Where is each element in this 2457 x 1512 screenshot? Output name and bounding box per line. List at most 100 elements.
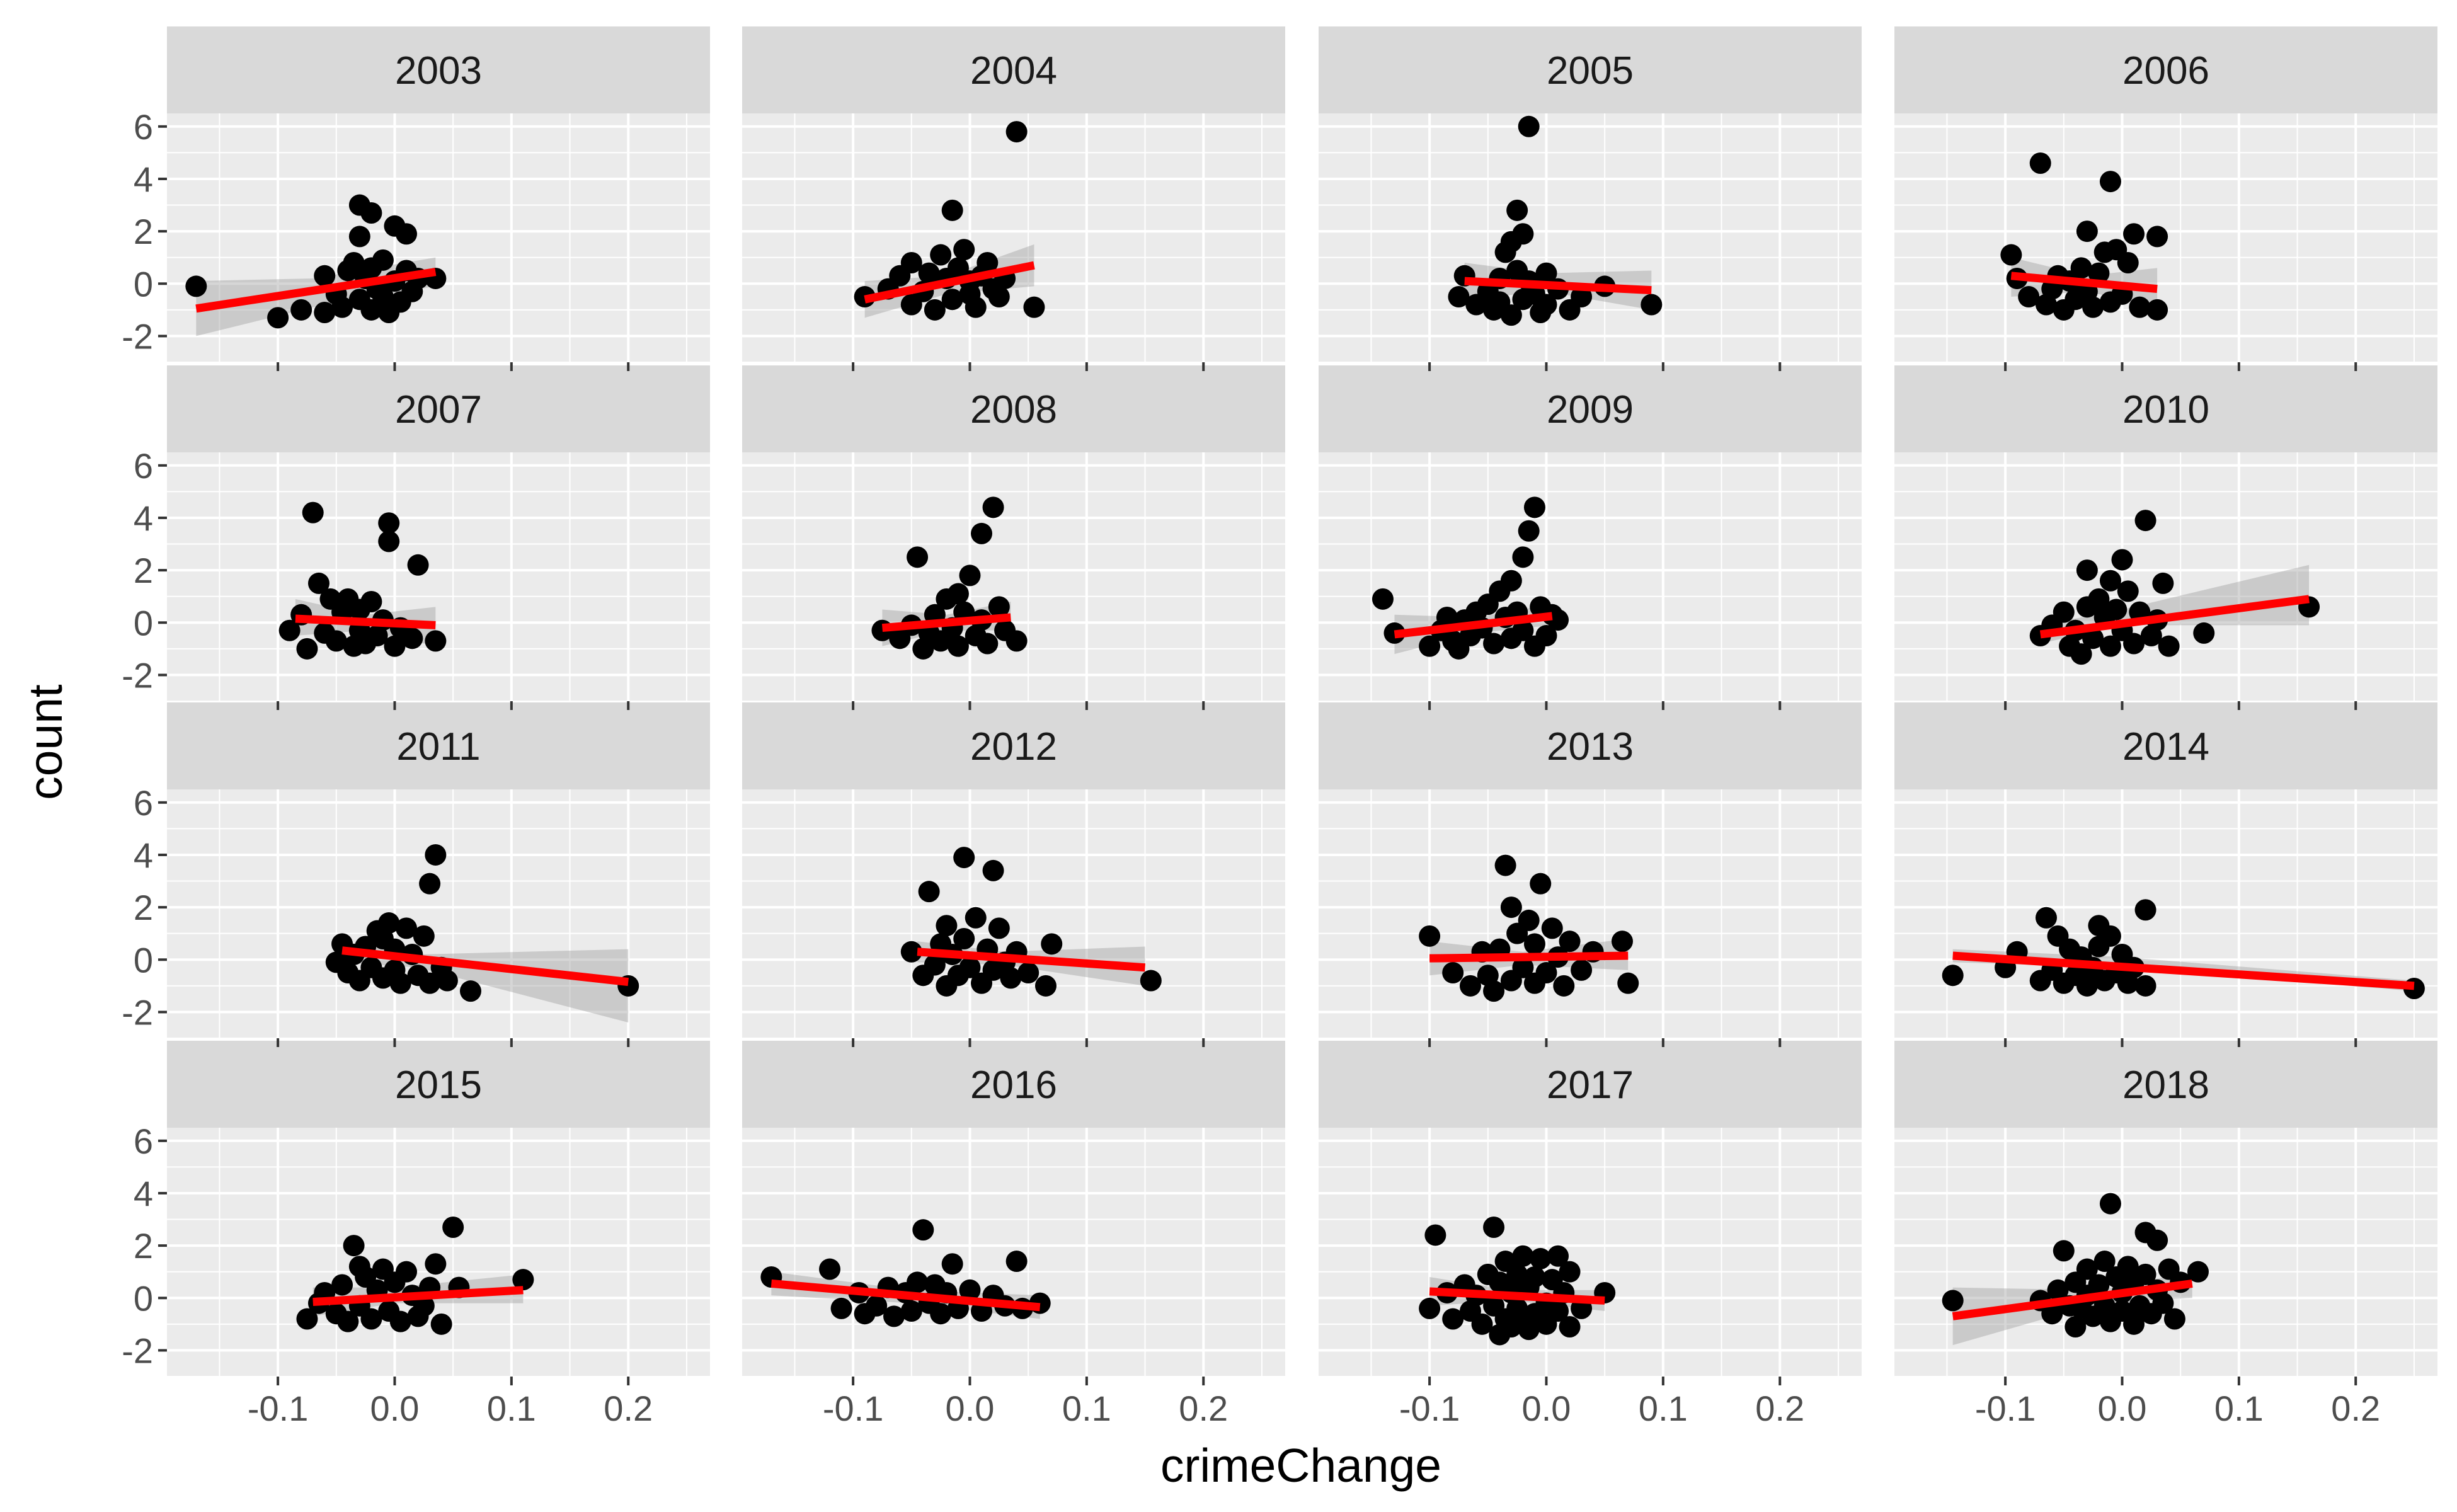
data-point <box>1611 931 1633 953</box>
data-point <box>1005 630 1028 652</box>
data-point <box>1448 286 1470 308</box>
regression-line <box>1952 951 2415 990</box>
data-point <box>413 925 435 947</box>
data-point <box>924 299 946 321</box>
data-point <box>2093 1251 2116 1273</box>
data-point <box>2088 262 2110 284</box>
facet-panels: 2003 2004 2005 2006 2007 2008 2009 2010 2011 2012… <box>167 26 2437 1377</box>
data-point <box>2076 559 2098 581</box>
data-point <box>360 202 382 224</box>
y-tick-label: 2 <box>134 1226 153 1266</box>
data-point <box>2111 549 2133 571</box>
data-point <box>819 1258 841 1280</box>
data-point <box>401 627 423 650</box>
data-point <box>1471 1313 1493 1335</box>
gridlines <box>1319 789 1862 1039</box>
data-point <box>2146 299 2168 321</box>
data-point <box>2053 601 2075 623</box>
x-tick-label: 0.0 <box>2098 1389 2147 1428</box>
gridlines <box>1894 452 2437 702</box>
gridlines <box>1319 452 1862 702</box>
y-tick-label: 4 <box>134 498 153 538</box>
data-point <box>1512 1245 1534 1267</box>
facet-strip-label: 2010 <box>2122 388 2209 432</box>
facet-strip-label: 2008 <box>970 388 1057 432</box>
data-point <box>1523 496 1545 518</box>
facet-strip-label: 2013 <box>1547 725 1634 769</box>
data-point <box>883 1305 905 1327</box>
data-point <box>1530 873 1552 895</box>
data-point <box>941 199 963 221</box>
data-point <box>1942 965 1964 987</box>
facet-strip-label: 2009 <box>1547 388 1634 432</box>
facet-strip-label: 2012 <box>970 725 1057 769</box>
gridlines <box>1319 1128 1862 1377</box>
plot-background <box>1894 789 2437 1038</box>
gridlines <box>167 1128 710 1377</box>
data-point <box>2152 572 2174 594</box>
data-point <box>2035 907 2057 929</box>
data-point <box>1500 896 1522 919</box>
data-point <box>1459 975 1481 997</box>
data-point <box>512 1269 534 1291</box>
data-point <box>2076 975 2098 997</box>
facet-strip-label: 2006 <box>2122 49 2209 93</box>
data-point <box>936 915 958 937</box>
data-point <box>1571 286 1593 308</box>
x-axis-ticks: -0.1 0.0 0.1 0.2 -0.1 0.0 0.1 0.2 -0.1 0.0 0.1 0.2 -… <box>248 362 2380 1428</box>
data-point <box>912 1219 934 1241</box>
y-tick-label: 0 <box>134 264 153 304</box>
data-point <box>1419 1297 1441 1319</box>
data-point <box>1512 619 1534 641</box>
regression-line <box>864 261 1035 304</box>
regression-line <box>195 268 437 313</box>
facet-panel-2012: 2012 <box>742 702 1285 1039</box>
data-point <box>2117 580 2139 602</box>
data-point <box>2088 1274 2110 1296</box>
facet-strip <box>167 702 710 789</box>
regression-line <box>341 946 629 987</box>
data-point <box>2076 220 2098 243</box>
data-point <box>2158 635 2180 657</box>
data-point <box>947 583 969 605</box>
data-point <box>1541 917 1563 939</box>
x-tick-label: 0.1 <box>487 1389 536 1428</box>
data-point <box>1512 546 1534 568</box>
regression-line <box>1429 1287 1605 1305</box>
data-point <box>2134 975 2156 997</box>
plot-background <box>1319 789 1862 1038</box>
facet-strip-label: 2007 <box>395 388 482 432</box>
data-point <box>2193 622 2215 644</box>
data-point <box>396 917 418 939</box>
data-point <box>2187 1261 2209 1283</box>
data-point <box>425 844 447 866</box>
data-point <box>976 252 999 273</box>
data-point <box>1483 980 1505 1002</box>
data-point <box>900 1300 922 1322</box>
data-point <box>290 299 312 321</box>
data-point <box>1005 1251 1028 1273</box>
data-point <box>1000 967 1022 989</box>
data-point <box>959 564 981 587</box>
data-point <box>941 289 963 311</box>
data-point <box>930 1303 952 1325</box>
data-point <box>1512 223 1534 245</box>
data-point <box>2065 1316 2087 1337</box>
plot-background <box>742 452 1285 701</box>
data-point <box>425 630 447 652</box>
data-point <box>1571 959 1593 981</box>
regression-line <box>312 1286 524 1306</box>
data-point <box>384 635 406 657</box>
y-tick-label: -2 <box>122 1331 153 1370</box>
data-point <box>988 286 1010 308</box>
facet-strip-label: 2005 <box>1547 49 1634 93</box>
gridlines <box>1894 789 2437 1039</box>
data-point <box>425 1253 447 1275</box>
data-point <box>1518 520 1540 542</box>
data-point <box>1500 570 1522 592</box>
facet-panel-2016: 2016 <box>742 1041 1285 1377</box>
data-point <box>2082 296 2104 318</box>
x-tick-label: 0.1 <box>1639 1389 1688 1428</box>
plot-background <box>167 452 710 701</box>
y-tick-label: 2 <box>134 551 153 590</box>
